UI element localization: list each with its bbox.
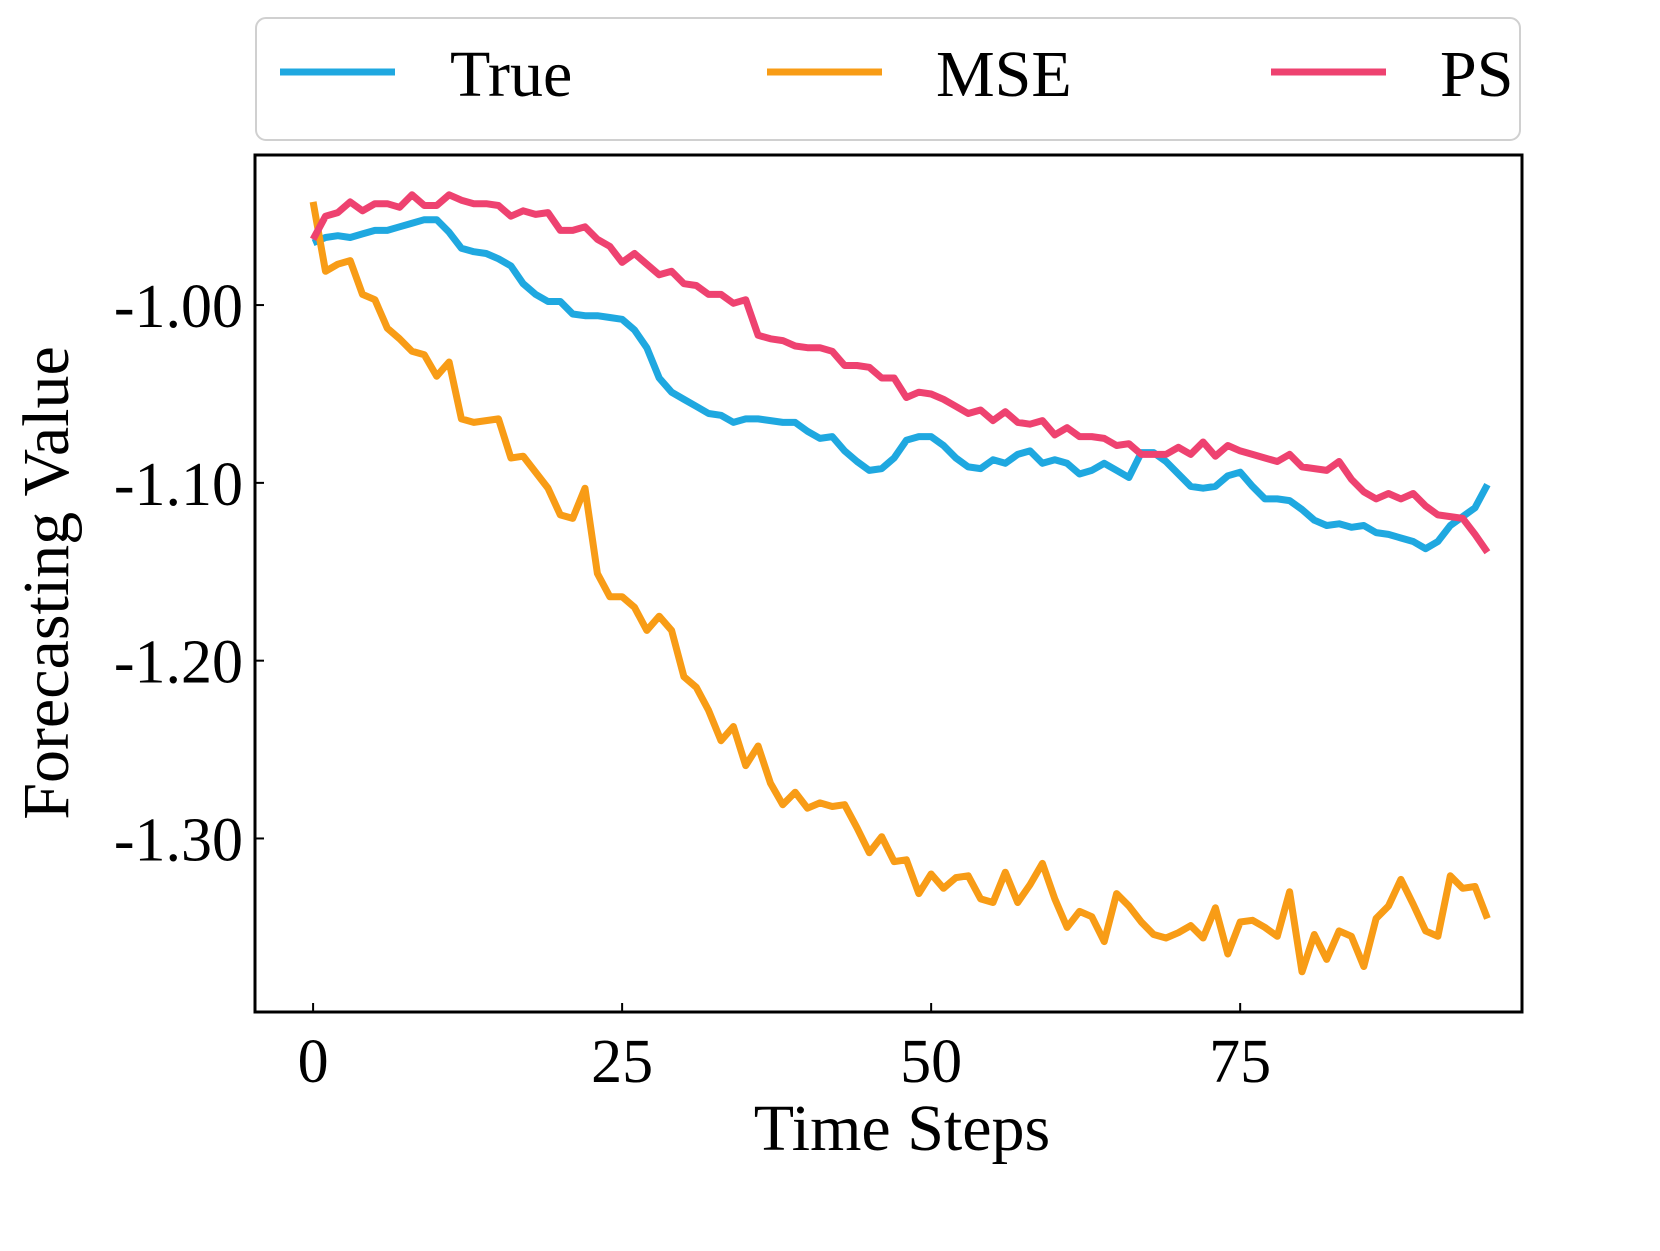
legend-frame	[255, 17, 1521, 141]
series-layer	[309, 191, 1491, 976]
y-axis-label: Forecasting Value	[10, 346, 83, 820]
y-tick-label: -1.00	[114, 273, 243, 341]
legend-label: PS	[1440, 38, 1513, 111]
legend: True MSE PS	[255, 17, 1521, 141]
series-line-mse	[309, 201, 1491, 976]
plot-frame	[253, 153, 1524, 1014]
y-axis: -1.00 -1.10 -1.20 -1.30	[114, 273, 264, 874]
y-tick-label: -1.30	[114, 806, 243, 874]
legend-item-true: True	[280, 38, 572, 111]
legend-label: True	[450, 38, 572, 111]
legend-item-ps: PS	[1271, 38, 1513, 111]
x-axis-label: Time Steps	[754, 1092, 1050, 1165]
legend-label: MSE	[936, 38, 1072, 111]
x-tick-label: 75	[1209, 1028, 1271, 1096]
legend-item-mse: MSE	[767, 38, 1072, 111]
x-tick-label: 25	[591, 1028, 653, 1096]
series-line-true	[311, 216, 1491, 553]
x-tick-label: 0	[298, 1028, 329, 1096]
y-tick-label: -1.20	[114, 629, 243, 697]
x-tick-label: 50	[900, 1028, 962, 1096]
y-tick-label: -1.10	[114, 451, 243, 519]
x-axis: 0 25 50 75	[298, 1003, 1271, 1096]
series-line-ps	[310, 191, 1491, 555]
